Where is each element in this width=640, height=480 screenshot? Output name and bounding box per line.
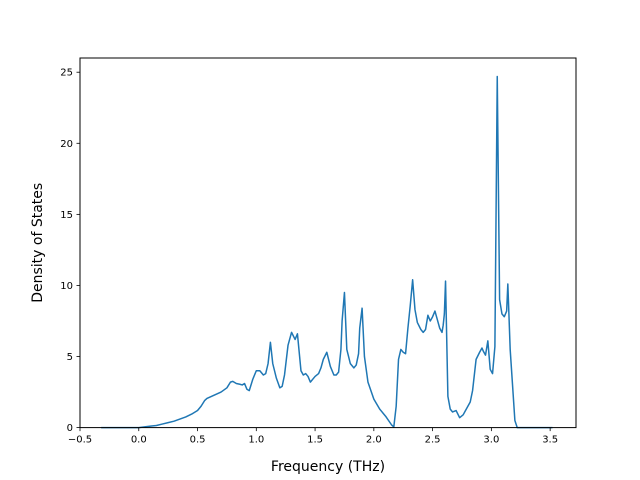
series-line-0 <box>101 75 553 429</box>
y-tick-label: 10 <box>60 281 73 292</box>
x-tick-label: 1.0 <box>248 435 264 446</box>
axes-frame <box>79 57 577 429</box>
x-tick-label: 3.5 <box>542 435 558 446</box>
y-axis-label: Density of States <box>30 183 46 303</box>
x-tick-label: 3.0 <box>483 435 499 446</box>
x-tick-label: 1.5 <box>307 435 323 446</box>
x-tick-label: 0.5 <box>190 435 206 446</box>
y-tick-label: 0 <box>67 423 73 434</box>
y-tick-label: 5 <box>67 352 73 363</box>
y-tick-label: 25 <box>60 68 73 79</box>
y-tick-label: 20 <box>60 139 73 150</box>
x-axis-label: Frequency (THz) <box>271 459 385 475</box>
plot-series <box>101 75 553 429</box>
x-tick-label: −0.5 <box>68 435 92 446</box>
x-tick-label: 2.5 <box>425 435 441 446</box>
x-axis: −0.5 0.0 0.5 1.0 1.5 2.0 2.5 3.0 3.5 <box>68 427 558 446</box>
y-tick-label: 15 <box>60 210 73 221</box>
x-tick-label: 2.0 <box>366 435 382 446</box>
y-axis: 0 5 10 15 20 25 <box>60 68 80 434</box>
x-tick-label: 0.0 <box>131 435 147 446</box>
